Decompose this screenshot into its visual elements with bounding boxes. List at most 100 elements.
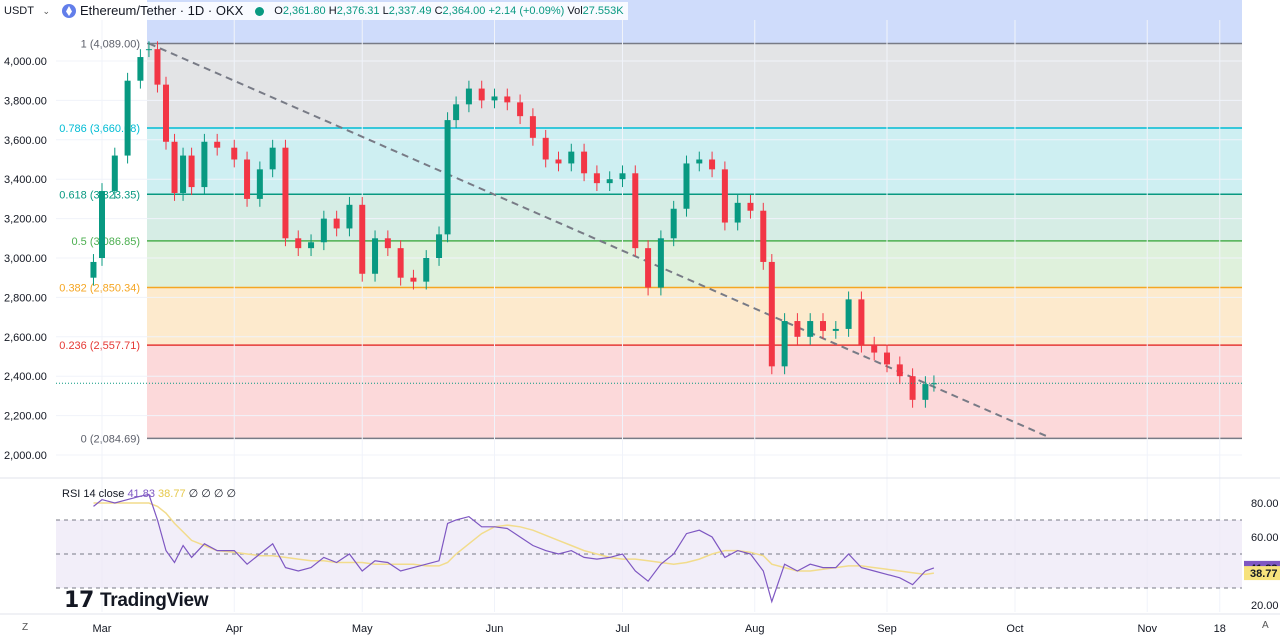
fib-label-0: 1 (4,089.00) (81, 38, 140, 50)
candle-body-54 (747, 202, 754, 211)
candle-body-21 (333, 218, 340, 229)
candle-body-68 (922, 384, 929, 400)
grid (56, 20, 1242, 612)
candle-body-40 (568, 151, 575, 164)
price-tick-label-9: 3,800.00 (4, 95, 47, 107)
close-value: 2,364.00 (442, 5, 486, 17)
fib-band-5 (147, 345, 1242, 439)
ethereum-logo-icon (62, 4, 76, 18)
price-tick-label-6: 3,200.00 (4, 214, 47, 226)
time-tick-label-5: Aug (745, 623, 765, 635)
candle-body-12 (214, 141, 221, 148)
price-tick-label-4: 2,800.00 (4, 292, 47, 304)
candle-body-43 (606, 179, 613, 184)
price-tick-label-5: 3,000.00 (4, 253, 47, 265)
rsi-legend[interactable]: RSI 14 close 41.83 38.77 ∅ ∅ ∅ ∅ (62, 487, 236, 500)
price-tick-label-2: 2,400.00 (4, 371, 47, 383)
rsi-tick-label-0: 20.00 (1251, 600, 1279, 612)
candle-body-15 (256, 169, 263, 199)
watermark-text: TradingView (100, 589, 209, 611)
candle-body-58 (794, 321, 801, 337)
fib-band-2 (147, 194, 1242, 241)
candle-body-49 (683, 163, 690, 209)
rsi-ma-value: 38.77 (158, 488, 186, 500)
candle-body-10 (188, 155, 195, 188)
candle-body-51 (709, 159, 716, 170)
change-value: +2.14 (+0.09%) (488, 5, 565, 17)
candle-body-44 (619, 173, 626, 180)
candle-body-1 (99, 191, 105, 258)
candle-body-11 (201, 141, 208, 188)
currency-label: USDT (4, 5, 34, 17)
candle-body-37 (529, 116, 536, 138)
candle-body-25 (384, 238, 391, 249)
fib-band-0 (147, 43, 1242, 128)
timezone-toggle[interactable]: Z (22, 622, 29, 633)
candle-body-46 (645, 248, 652, 288)
fib-label-4: 0.382 (2,850.34) (59, 282, 140, 294)
symbol-title[interactable]: Ethereum/Tether · 1D · OKX (80, 3, 244, 18)
high-value: 2,376.31 (336, 5, 380, 17)
low-label: L (382, 5, 389, 17)
candle-body-29 (436, 234, 443, 258)
candle-body-52 (721, 169, 728, 223)
time-tick-label-2: May (352, 623, 373, 635)
candle-body-67 (909, 376, 916, 400)
candle-body-50 (696, 159, 703, 164)
candle-body-30 (444, 120, 451, 235)
volume-label: Vol (567, 5, 583, 17)
rsi-ma-current-tag-bg (1244, 566, 1280, 581)
chevron-down-icon: ⌄ (42, 6, 50, 16)
open-value: 2,361.80 (282, 5, 326, 17)
candle-body-34 (491, 96, 498, 101)
candle-body-61 (832, 328, 839, 331)
candle-body-22 (346, 204, 353, 229)
auto-scale-toggle[interactable]: A (1262, 620, 1269, 631)
candle-body-3 (124, 80, 131, 156)
rsi-value: 41.83 (127, 488, 155, 500)
ohlc-values: O2,361.80 H2,376.31 L2,337.49 C2,364.00 … (274, 2, 623, 20)
fib-retracement[interactable]: 1 (4,089.00)0.786 (3,660.08)0.618 (3,323… (59, 0, 1242, 445)
candle-body-38 (542, 137, 549, 160)
symbol-legend[interactable]: Ethereum/Tether · 1D · OKX O2,361.80 H2,… (62, 2, 628, 20)
candle-body-62 (845, 299, 852, 329)
price-tick-label-0: 2,000.00 (4, 450, 47, 462)
candle-body-45 (632, 173, 639, 249)
price-axis[interactable]: 2,000.00 2,200.00 2,400.00 2,600.00 2,800.00… (4, 56, 47, 462)
fib-band-3 (147, 240, 1242, 288)
candle-body-65 (884, 352, 890, 365)
candle-body-17 (282, 147, 289, 239)
candle-body-2 (111, 155, 118, 192)
candle-body-42 (593, 173, 600, 184)
fib-label-5: 0.236 (2,557.71) (59, 340, 140, 352)
candle-body-60 (820, 321, 827, 331)
candle-body-4 (137, 57, 144, 81)
candle-body-69 (930, 383, 937, 385)
candle-body-55 (760, 210, 767, 262)
time-axis[interactable]: Mar Apr May Jun Jul Aug Sep Oct Nov 18 (0, 613, 1280, 635)
candle-body-41 (581, 151, 588, 174)
time-tick-label-7: Oct (1006, 623, 1023, 635)
candle-body-8 (171, 141, 178, 193)
candle-body-64 (871, 344, 878, 353)
candle-body-14 (244, 159, 251, 199)
rsi-tick-label-2: 60.00 (1251, 532, 1279, 544)
candle-body-13 (231, 147, 238, 160)
price-tick-label-3: 2,600.00 (4, 332, 47, 344)
candle-body-5 (145, 49, 152, 51)
rsi-ma-current-tag: 38.77 (1250, 568, 1278, 580)
open-label: O (274, 5, 283, 17)
tradingview-watermark[interactable]: 17 TradingView (64, 588, 209, 613)
candle-body-57 (781, 321, 788, 367)
tradingview-logo-icon: 17 (64, 588, 95, 613)
currency-select[interactable]: USDT ⌄ (2, 2, 52, 20)
candles (56, 41, 1242, 408)
close-label: C (434, 5, 443, 17)
low-value: 2,337.49 (388, 5, 432, 17)
market-status-icon[interactable] (255, 6, 265, 16)
rsi-extras: ∅ ∅ ∅ ∅ (188, 488, 237, 500)
candle-body-66 (896, 364, 903, 377)
